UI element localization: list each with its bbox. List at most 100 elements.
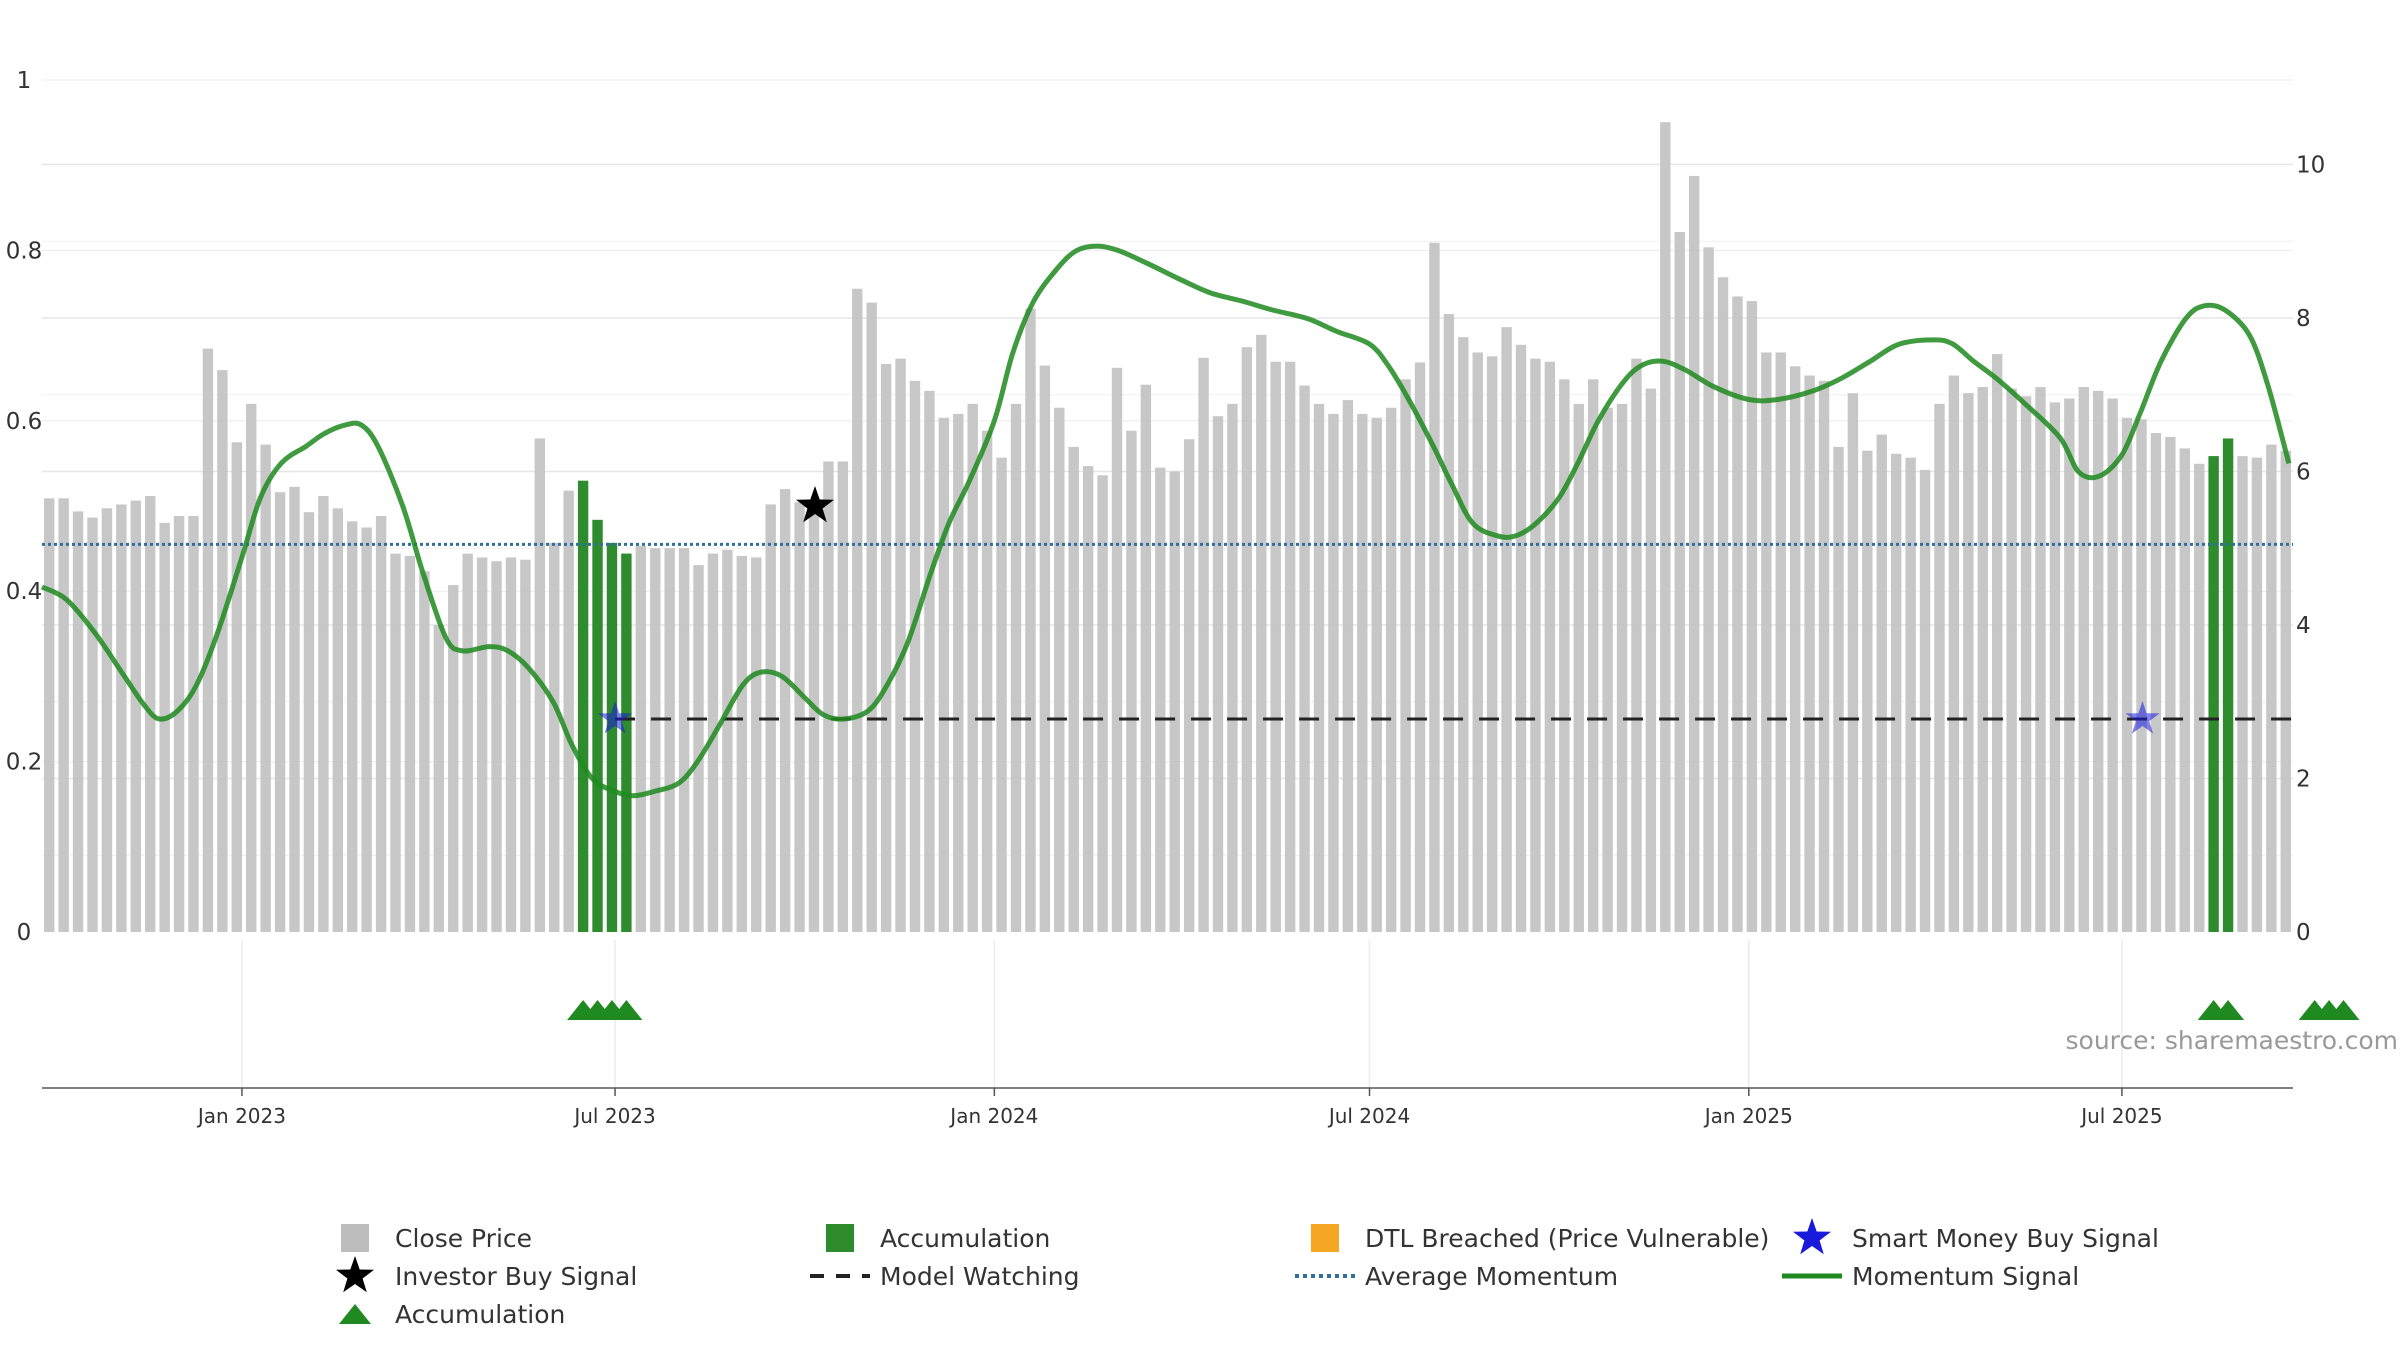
accumulation-bar — [2222, 438, 2234, 932]
close-price-bar — [953, 413, 964, 932]
accumulation-bar — [592, 519, 603, 932]
legend-item-momentum-signal: Momentum Signal — [1782, 1262, 2079, 1291]
close-price-bar — [1313, 403, 1325, 932]
accumulation-triangle — [610, 1000, 643, 1020]
close-price-bar — [1169, 471, 1180, 932]
legend-item-model-watching: Model Watching — [810, 1262, 1080, 1291]
close-price-bar — [1270, 361, 1281, 933]
close-price-bar — [1068, 446, 1079, 932]
accumulation-bar — [577, 480, 589, 932]
close-price-bar — [1703, 247, 1714, 933]
close-price-bar — [693, 565, 704, 932]
legend-swatch-dtl — [1311, 1224, 1339, 1252]
close-price-bar — [2194, 463, 2205, 932]
smart-money-buy-signal-star — [597, 701, 633, 734]
close-price-bar — [1804, 375, 1815, 932]
close-price-bar — [1010, 403, 1022, 932]
close-price-bar — [2136, 419, 2147, 932]
close-price-bar — [981, 430, 993, 932]
close-price-bar — [1025, 308, 1036, 933]
close-price-bar — [1501, 327, 1512, 933]
close-price-bar — [260, 444, 271, 932]
legend-swatch-smart-money-star — [1793, 1218, 1831, 1255]
close-price-bar — [736, 555, 748, 932]
close-price-bar — [1847, 393, 1859, 932]
accumulation-bar — [606, 542, 618, 932]
close-price-bar — [1674, 231, 1685, 932]
close-price-bar — [1342, 400, 1354, 932]
close-price-bar — [58, 498, 69, 932]
close-price-bar — [72, 511, 84, 932]
close-price-bar — [1905, 457, 1916, 932]
legend: Close Price Accumulation DTL Breached (Pri… — [336, 1218, 2159, 1329]
legend-label: Smart Money Buy Signal — [1852, 1224, 2159, 1253]
legend-item-close-price: Close Price — [341, 1224, 532, 1253]
legend-swatch-investor-star — [336, 1256, 374, 1293]
smart-money-buy-signal-star — [2125, 701, 2160, 734]
close-price-bar — [909, 380, 921, 932]
close-price-bar — [2107, 398, 2118, 932]
close-price-bar — [707, 553, 719, 932]
close-price-bar — [2179, 448, 2190, 932]
close-price-bar — [419, 571, 430, 932]
close-price-bar — [1414, 362, 1426, 933]
legend-label: DTL Breached (Price Vulnerable) — [1365, 1224, 1769, 1253]
close-price-bar — [650, 548, 661, 932]
close-price-bar — [1140, 384, 1152, 932]
close-price-bar — [491, 561, 502, 932]
close-price-bar — [1818, 380, 1830, 932]
close-price-bar — [1587, 379, 1599, 933]
close-price-bar — [188, 515, 199, 932]
close-price-bar — [2078, 387, 2089, 932]
close-price-bar — [1097, 475, 1108, 932]
close-price-bar — [678, 548, 690, 932]
close-price-bar — [289, 486, 300, 932]
signal-markers — [567, 486, 2360, 1020]
close-price-bar — [664, 548, 675, 932]
close-price-bar — [1789, 366, 1801, 932]
close-price-bar — [1732, 296, 1743, 932]
close-price-bar — [1544, 361, 1556, 933]
close-price-bar — [462, 553, 473, 932]
close-price-bar — [1241, 347, 1253, 932]
legend-item-avg-momentum: Average Momentum — [1295, 1262, 1618, 1291]
close-price-bar — [751, 557, 762, 932]
close-price-bar — [202, 348, 214, 932]
close-price-bar — [1761, 352, 1772, 933]
price-bars — [44, 122, 2291, 933]
close-price-bar — [1183, 439, 1195, 932]
close-price-bar — [347, 521, 358, 932]
close-price-bar — [2266, 444, 2277, 932]
close-price-bar — [130, 500, 141, 932]
close-price-bar — [2093, 390, 2104, 932]
left-axis-tick-label: 0 — [17, 920, 32, 946]
x-axis-tick-label: Jan 2025 — [1703, 1104, 1793, 1128]
close-price-bar — [2006, 388, 2017, 933]
left-axis-tick-label: 0.6 — [6, 409, 43, 435]
accumulation-triangle — [2327, 1000, 2360, 1020]
close-price-bar — [1486, 356, 1498, 932]
close-price-bar — [44, 498, 55, 932]
close-price-bar — [1688, 175, 1700, 933]
close-price-bar — [895, 358, 906, 932]
close-price-bar — [866, 302, 877, 932]
close-price-bar — [2237, 456, 2248, 932]
close-price-bar — [1256, 334, 1267, 933]
close-price-bar — [2251, 457, 2263, 932]
close-price-bar — [1054, 407, 1065, 932]
close-price-bar — [549, 542, 560, 932]
close-price-bar — [823, 461, 834, 932]
close-price-bar — [1977, 387, 1988, 932]
close-price-bar — [779, 489, 791, 932]
close-price-bar — [1400, 379, 1411, 933]
close-price-bar — [1458, 337, 1469, 932]
close-price-bar — [1371, 417, 1382, 932]
close-price-bar — [520, 559, 531, 932]
legend-swatch-close-price — [341, 1224, 369, 1252]
close-price-bar — [375, 515, 387, 932]
x-axis-tick-label: Jan 2023 — [196, 1104, 286, 1128]
close-price-bar — [101, 508, 113, 932]
close-price-bar — [1717, 277, 1729, 932]
close-price-bar — [332, 508, 343, 932]
